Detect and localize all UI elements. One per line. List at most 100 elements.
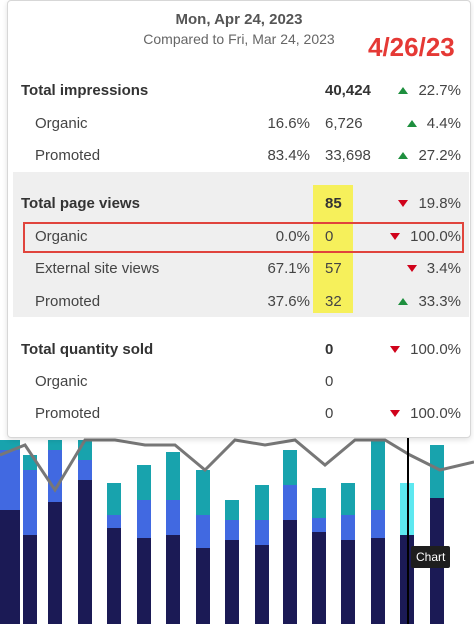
- bar-segment-blue: [0, 450, 20, 510]
- bar-segment-dark: [255, 545, 269, 624]
- bar-segment-blue: [137, 500, 151, 538]
- bar-segment-dark: [283, 520, 297, 624]
- triangle-down-icon: [390, 232, 401, 240]
- bar-segment-dark: [196, 548, 210, 624]
- row-impressions-organic: Organic 16.6% 6,726 4.4%: [0, 108, 474, 140]
- bar-segment-teal: [341, 483, 355, 515]
- row-share: 0.0%: [275, 228, 310, 245]
- bar-segment-dark: [225, 540, 239, 624]
- chart-hover-label: Chart: [411, 546, 451, 568]
- triangle-down-icon: [406, 264, 417, 272]
- bar-segment-blue: [283, 485, 297, 520]
- bar-segment-dark: [341, 540, 355, 624]
- bar-segment-blue: [225, 520, 239, 540]
- row-label: Promoted: [35, 405, 101, 422]
- row-value: 0: [325, 405, 334, 422]
- row-change: 22.7%: [398, 75, 461, 107]
- bar-segment-blue: [255, 520, 269, 545]
- bar-segment-dark: [78, 480, 92, 624]
- triangle-down-icon: [390, 409, 401, 417]
- row-share: 37.6%: [267, 293, 310, 310]
- bar-segment-dark: [107, 528, 121, 624]
- bar-segment-dark: [166, 535, 180, 624]
- page-views-value-highlight: [313, 185, 353, 313]
- row-value: 85: [325, 195, 342, 212]
- bar-segment-blue: [107, 515, 121, 528]
- row-label: Total quantity sold: [21, 341, 154, 358]
- row-share: 67.1%: [267, 260, 310, 277]
- trend-line: [0, 438, 474, 493]
- bar-segment-teal: [283, 450, 297, 485]
- bar-segment-teal: [0, 440, 20, 450]
- triangle-up-icon: [398, 151, 409, 159]
- row-total-page-views: Total page views 85 19.8%: [0, 188, 474, 220]
- row-change: 33.3%: [398, 286, 461, 318]
- row-page-views-promoted: Promoted 37.6% 32 33.3%: [0, 286, 474, 318]
- row-change: 19.8%: [398, 188, 461, 220]
- bar-segment-teal: [371, 440, 385, 510]
- row-change: 100.0%: [390, 221, 461, 253]
- bar-segment-dark: [371, 538, 385, 624]
- row-label: Organic: [35, 373, 88, 390]
- bar-segment-blue: [371, 510, 385, 538]
- bar-segment-teal: [137, 465, 151, 500]
- row-label: Organic: [35, 115, 88, 132]
- row-change: 100.0%: [390, 398, 461, 430]
- triangle-up-icon: [398, 297, 409, 305]
- bar-segment-dark: [23, 535, 37, 624]
- triangle-down-icon: [398, 199, 409, 207]
- bar-segment-dark: [48, 502, 62, 624]
- row-total-quantity-sold: Total quantity sold 0 100.0%: [0, 334, 474, 366]
- row-impressions-promoted: Promoted 83.4% 33,698 27.2%: [0, 140, 474, 172]
- row-value: 6,726: [325, 115, 363, 132]
- triangle-up-icon: [406, 119, 417, 127]
- triangle-down-icon: [390, 345, 401, 353]
- bar-segment-teal: [107, 483, 121, 515]
- bar-segment-blue: [341, 515, 355, 540]
- row-share: 83.4%: [267, 147, 310, 164]
- bar-segment-blue: [23, 470, 37, 535]
- page-views-section-highlight: [13, 172, 469, 317]
- row-value: 33,698: [325, 147, 371, 164]
- row-change: 100.0%: [390, 334, 461, 366]
- row-quantity-organic: Organic 0: [0, 366, 474, 398]
- row-change: 4.4%: [406, 108, 461, 140]
- row-value: 0: [325, 341, 334, 358]
- bar-segment-teal: [312, 488, 326, 518]
- row-value: 57: [325, 260, 342, 277]
- row-value: 40,424: [325, 82, 371, 99]
- row-change: 27.2%: [398, 140, 461, 172]
- handwritten-date-annotation: 4/26/23: [368, 32, 455, 62]
- tooltip-date: Mon, Apr 24, 2023: [175, 11, 303, 28]
- bar-segment-dark: [137, 538, 151, 624]
- bar-segment-blue: [312, 518, 326, 532]
- row-total-impressions: Total impressions 40,424 22.7%: [0, 75, 474, 107]
- row-label: Total impressions: [21, 82, 149, 99]
- row-quantity-promoted: Promoted 0 100.0%: [0, 398, 474, 430]
- row-page-views-external: External site views 67.1% 57 3.4%: [0, 253, 474, 285]
- bar-segment-dark: [312, 532, 326, 624]
- bar-segment-teal: [166, 452, 180, 500]
- row-value: 0: [325, 228, 334, 245]
- bar-segment-blue: [48, 450, 62, 502]
- row-label: Organic: [35, 228, 88, 245]
- row-label: External site views: [35, 260, 160, 277]
- bar-segment-teal: [430, 445, 444, 498]
- triangle-up-icon: [398, 86, 409, 94]
- bar-segment-dark: [0, 510, 20, 624]
- bar-segment-teal: [225, 500, 239, 520]
- bar-segment-blue: [166, 500, 180, 535]
- row-label: Promoted: [35, 293, 101, 310]
- row-value: 0: [325, 373, 334, 390]
- bar-segment-blue: [196, 515, 210, 548]
- bar-segment-teal: [48, 440, 62, 450]
- row-change: 3.4%: [406, 253, 461, 285]
- row-label: Promoted: [35, 147, 101, 164]
- bar-segment-teal: [196, 470, 210, 515]
- row-page-views-organic: Organic 0.0% 0 100.0%: [0, 221, 474, 253]
- row-share: 16.6%: [267, 115, 310, 132]
- row-label: Total page views: [21, 195, 140, 212]
- bar-segment-teal: [255, 485, 269, 520]
- row-value: 32: [325, 293, 342, 310]
